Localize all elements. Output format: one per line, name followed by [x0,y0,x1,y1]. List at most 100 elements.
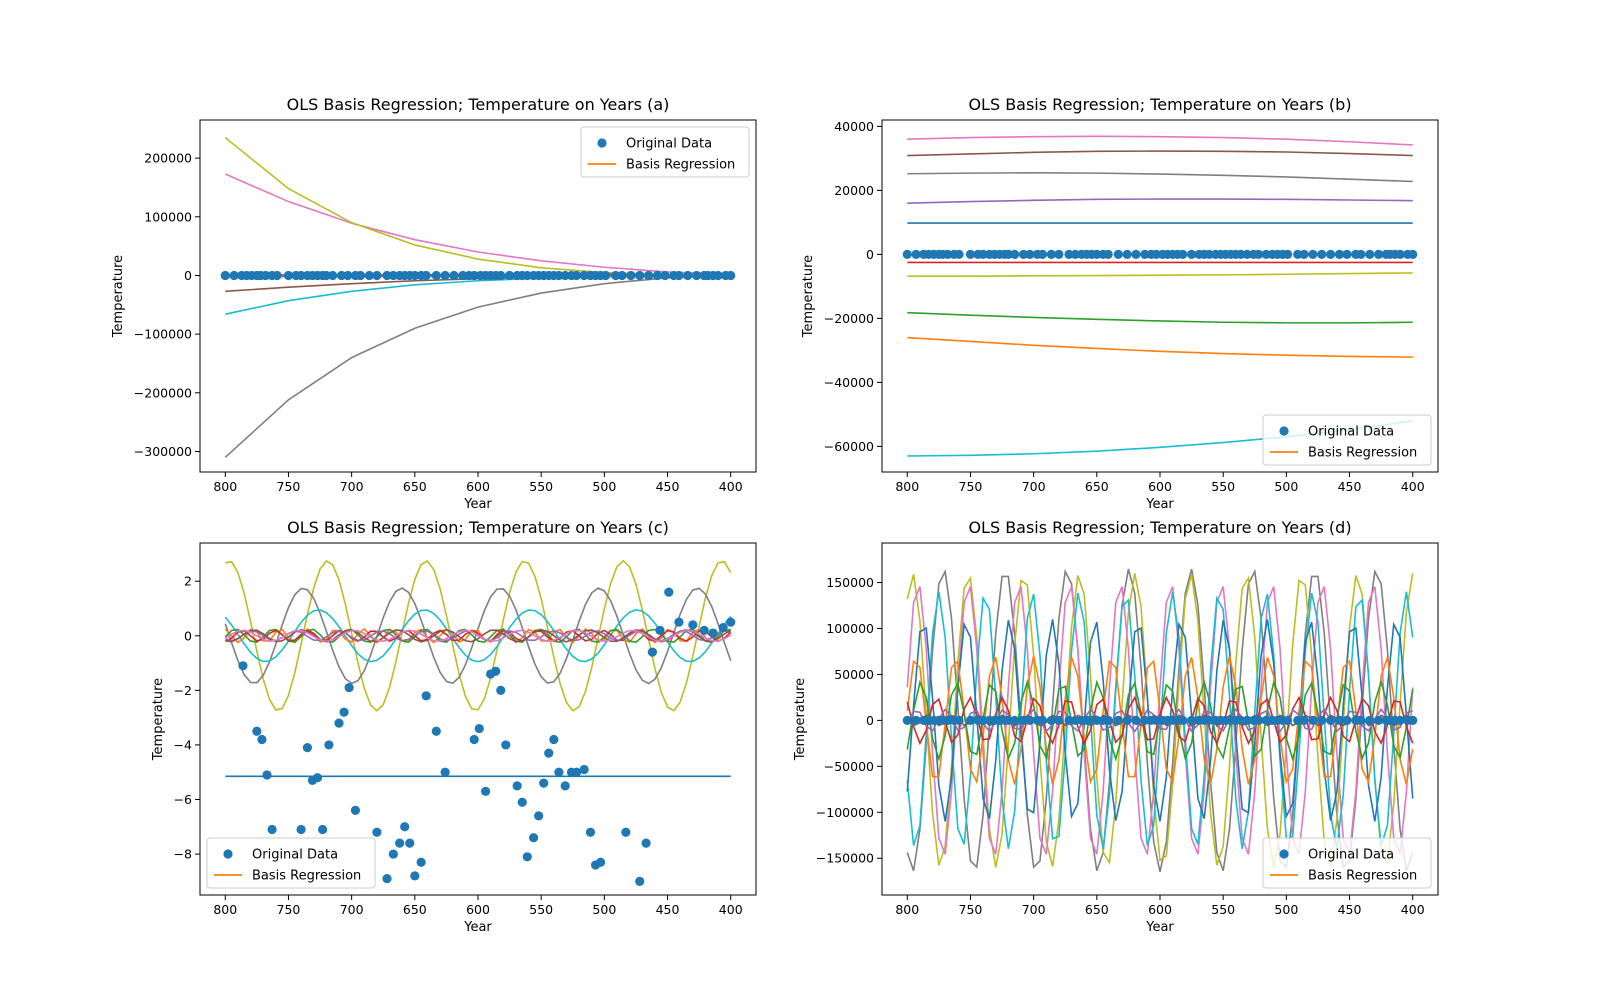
series-line-1 [225,559,732,712]
data-point [585,827,596,837]
data-point [655,625,665,635]
data-point [571,270,582,281]
series-line-6 [224,173,731,276]
data-point [1140,249,1150,259]
series-line-0 [906,568,1414,873]
y-tick-label: 150000 [826,575,874,590]
y-tick-label: −60000 [824,439,874,454]
x-tick-label: 700 [340,902,364,917]
x-tick-label: 550 [529,902,553,917]
data-point [534,811,544,821]
series-line-9 [225,274,731,315]
legend-box [206,837,376,889]
x-tick-label: 650 [1085,479,1109,494]
y-tick-label: 0 [866,713,874,728]
data-point [726,270,736,281]
data-point [1317,249,1327,259]
data-point [1178,715,1188,725]
data-point [1325,715,1336,725]
x-tick-label: 550 [1211,479,1235,494]
data-point [1070,715,1080,725]
x-tick-label: 600 [466,479,490,494]
data-point [238,661,248,671]
series-line-7 [907,171,1413,183]
data-point [1317,715,1327,725]
data-point [1103,249,1113,259]
data-point [1374,249,1384,259]
data-point [440,270,450,281]
x-tick-label: 750 [959,479,983,494]
data-point [560,270,570,281]
data-point [643,270,654,281]
data-point [522,852,532,862]
data-point [410,270,420,281]
data-point [1408,249,1418,259]
data-point [1064,715,1074,725]
data-point [512,781,522,791]
legend-label-regression: Basis Regression [252,869,361,884]
data-point [1178,249,1188,259]
data-point [421,270,431,281]
data-point [431,270,441,281]
data-point [688,620,698,630]
x-tick-label: 450 [1338,902,1362,917]
legend-marker-original [1279,849,1289,859]
data-point [324,740,334,750]
data-point [1365,249,1375,259]
data-point [674,617,684,627]
series-line-5 [907,150,1413,157]
y-tick-label: −200000 [134,385,192,400]
data-point [496,270,506,281]
data-point [267,824,277,835]
data-point [1046,715,1056,725]
data-point [474,723,484,734]
data-point [1186,715,1197,725]
series-line-3 [224,609,732,663]
x-tick-label: 800 [895,479,919,494]
series-line-2 [906,586,1414,855]
data-point [1010,249,1020,259]
data-point [400,822,410,832]
data-point [504,270,515,281]
data-point [943,249,953,259]
data-point [1131,249,1141,259]
data-point [1334,249,1345,259]
data-point [1025,249,1035,259]
data-point [262,770,272,780]
data-point [1103,715,1113,725]
data-point [539,778,549,788]
x-tick-label: 500 [1274,479,1298,494]
y-tick-label: 0 [184,628,192,643]
data-point [491,666,501,676]
data-point [529,833,539,843]
chart-title: OLS Basis Regression; Temperature on Yea… [968,518,1351,537]
legend-box [1262,414,1432,466]
x-tick-label: 600 [466,902,490,917]
data-point [364,270,374,281]
data-point [405,838,415,848]
data-point [283,270,294,281]
data-point [1037,715,1048,725]
data-point [1018,249,1029,259]
data-point [1365,715,1375,725]
series-line-9 [224,629,732,643]
x-axis-label: Year [463,920,492,935]
data-point [954,715,964,725]
subplot-a: 800 750 700 650 600 550 500 450 400 −300000 −20000… [111,95,757,512]
data-point [1003,249,1013,259]
data-point [317,824,328,835]
data-point [601,270,611,281]
data-point [902,249,912,259]
data-point [1253,249,1264,259]
legend-marker-original [1279,426,1289,436]
data-point [1054,715,1064,725]
data-point [469,270,479,281]
data-point [1092,249,1102,259]
data-point [1356,249,1366,259]
data-point [1037,249,1048,259]
x-tick-label: 800 [895,902,919,917]
data-point [579,270,589,281]
data-point [1204,715,1214,725]
data-point [554,767,564,777]
